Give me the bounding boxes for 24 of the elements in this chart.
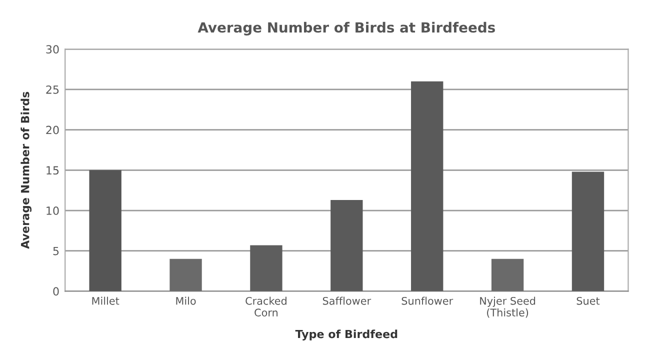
x-tick-label: Millet — [92, 296, 120, 305]
x-tick-label: Suet — [576, 296, 600, 305]
y-tick-label: 5 — [53, 246, 59, 256]
x-tick-label: Cracked Corn — [246, 296, 286, 316]
x-tick-label: Safflower — [322, 296, 372, 305]
bar — [250, 245, 282, 292]
y-tick-label: 10 — [46, 206, 59, 215]
y-tick-label: 15 — [46, 166, 59, 175]
x-tick-label: Sunflower — [402, 296, 454, 305]
x-tick-label: Nyjer Seed (Thistle) — [480, 296, 536, 318]
x-tick-label: Milo — [176, 296, 196, 305]
bar — [572, 172, 604, 292]
chart-title: Average Number of Birds at Birdfeeds — [198, 22, 495, 36]
y-tick-label: 0 — [53, 287, 59, 296]
bar — [411, 81, 444, 292]
y-axis-title: Average Number of Birds — [20, 92, 32, 249]
bar — [491, 258, 524, 292]
bar — [170, 258, 202, 292]
y-tick-label: 20 — [46, 126, 59, 134]
bar — [89, 170, 122, 292]
bar — [330, 200, 363, 292]
x-axis-title: Type of Birdfeed — [295, 330, 398, 340]
y-tick-label: 30 — [46, 45, 59, 54]
y-tick-label: 25 — [46, 85, 59, 94]
